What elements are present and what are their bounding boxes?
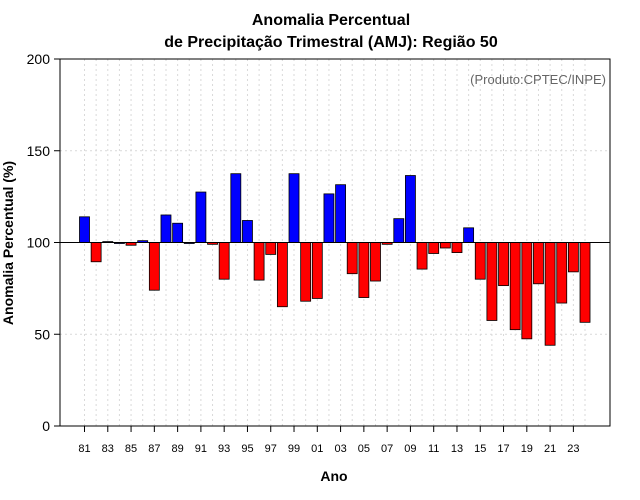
bar-2015: [474, 242, 486, 280]
x-tick-label: 99: [288, 443, 300, 455]
bar-2003: [335, 184, 346, 243]
y-tick-label: 150: [27, 143, 51, 159]
grid-lines: [60, 58, 610, 427]
bar-2023: [567, 242, 579, 273]
bars: [79, 173, 591, 346]
bar-2016: [486, 242, 498, 321]
x-tick-label: 83: [102, 443, 114, 455]
bar-2012: [439, 242, 451, 249]
x-tick-label: 07: [381, 443, 393, 455]
x-tick-label: 13: [451, 443, 463, 455]
x-tick-label: 93: [218, 443, 230, 455]
bar-2019: [521, 242, 533, 340]
x-tick-label: 85: [125, 443, 137, 455]
bar-2013: [451, 242, 463, 253]
credit-label: (Produto:CPTEC/INPE): [470, 72, 606, 87]
x-tick-label: 15: [474, 443, 486, 455]
bar-1993: [218, 242, 230, 280]
x-tick-label: 09: [404, 443, 416, 455]
x-tick-label: 87: [148, 443, 160, 455]
bar-2008: [393, 218, 405, 243]
bar-2001: [311, 242, 323, 299]
x-tick-label: 97: [265, 443, 277, 455]
bar-1994: [230, 173, 242, 243]
bar-1997: [265, 242, 277, 255]
bar-1998: [276, 242, 288, 308]
chart-title: Anomalia Percentual: [252, 12, 410, 29]
bar-1999: [288, 173, 300, 243]
x-tick-label: 17: [497, 443, 509, 455]
bar-2011: [428, 242, 440, 254]
bar-2004: [346, 242, 358, 275]
x-tick-label: 21: [544, 443, 556, 455]
bar-2000: [300, 242, 312, 302]
bar-1991: [195, 191, 207, 243]
bar-1996: [253, 242, 265, 281]
bar-2020: [533, 242, 544, 285]
bar-2021: [544, 242, 556, 346]
x-tick-label: 91: [195, 443, 207, 455]
x-tick-label: 95: [241, 443, 253, 455]
y-tick-label: 50: [34, 326, 50, 342]
x-tick-label: 89: [171, 443, 183, 455]
x-tick-label: 11: [428, 443, 439, 455]
bar-2014: [463, 227, 475, 243]
x-axis-label: Ano: [320, 468, 347, 484]
bar-2010: [416, 242, 428, 270]
chart-subtitle: de Precipitação Trimestral (AMJ): Região…: [164, 34, 498, 51]
bar-2024: [579, 242, 591, 323]
y-axis: 0 50 100 150 200: [27, 51, 60, 434]
x-tick-label: 81: [78, 443, 90, 455]
y-axis-label: Anomalia Percentual (%): [0, 161, 16, 325]
bar-1988: [160, 214, 172, 243]
bar-2005: [358, 242, 370, 298]
bar-2002: [323, 193, 335, 243]
y-tick-label: 100: [27, 235, 51, 251]
bar-1995: [242, 220, 253, 243]
x-tick-label: 05: [358, 443, 370, 455]
bar-2022: [556, 242, 568, 304]
x-tick-label: 19: [521, 443, 533, 455]
x-axis: 81 83 85 87 89 91 93 95 97 99 01 03 05 07 09 11 13 15 17 19…: [78, 426, 580, 455]
bar-2017: [498, 242, 509, 287]
x-tick-label: 01: [311, 443, 323, 455]
x-tick-label: 23: [567, 443, 579, 455]
bar-1981: [79, 216, 90, 243]
y-tick-label: 0: [42, 418, 50, 434]
bar-2009: [405, 175, 416, 243]
bar-1987: [148, 242, 160, 291]
bar-2006: [370, 242, 381, 282]
bar-2018: [509, 242, 521, 331]
bar-1982: [90, 242, 102, 263]
x-tick-label: 03: [334, 443, 346, 455]
y-tick-label: 200: [27, 51, 51, 67]
bar-1989: [172, 222, 184, 243]
